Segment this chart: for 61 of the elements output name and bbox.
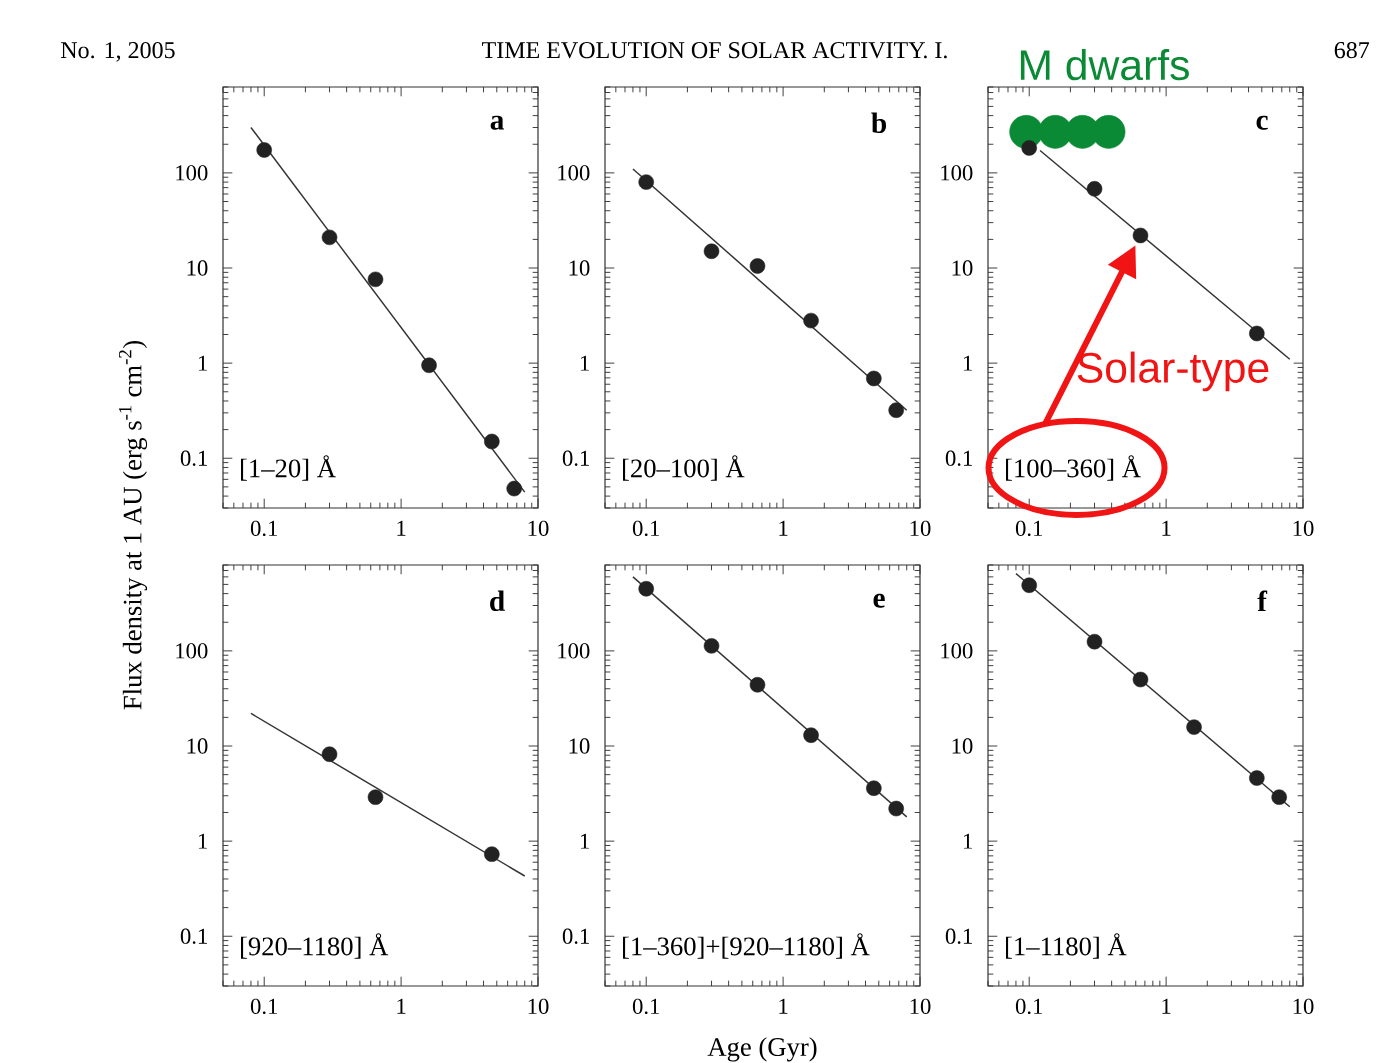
x-tick-label: 0.1 bbox=[1015, 520, 1043, 537]
x-tick-label: 0.1 bbox=[632, 998, 660, 1015]
y-tick-label: 1 bbox=[198, 833, 207, 849]
y-tick-label: 0.1 bbox=[945, 928, 972, 944]
text: e bbox=[873, 593, 885, 608]
y-tick-label: 100 bbox=[176, 643, 208, 659]
series-label: M dwarfs bbox=[1020, 48, 1189, 81]
y-tick-label: 1 bbox=[580, 355, 589, 371]
x-tick-label: 1 bbox=[397, 998, 406, 1014]
text: [1–360]+[920–1180] Å bbox=[623, 933, 870, 959]
y-axis-title: Flux density at 1 AU (erg s$^{-1}$ cm$^{-2}$) bbox=[118, 340, 148, 710]
text: No. 1, 2005 bbox=[60, 42, 175, 62]
text: TIME EVOLUTION OF SOLAR ACTIVITY. I. bbox=[482, 42, 947, 59]
y-tick-label: 0.1 bbox=[180, 928, 207, 944]
x-tick-label: 0.1 bbox=[632, 520, 660, 537]
x-tick-label: 1 bbox=[779, 520, 788, 536]
x-tick-label: 10 bbox=[1293, 998, 1314, 1014]
y-tick-label: 100 bbox=[558, 165, 590, 181]
y-tick-label: 100 bbox=[941, 643, 973, 659]
x-tick-label: 10 bbox=[1293, 520, 1314, 536]
y-tick-label: 1 bbox=[963, 833, 972, 849]
y-tick-label: 10 bbox=[569, 738, 590, 754]
y-tick-label: 100 bbox=[941, 165, 973, 181]
x-tick-label: 1 bbox=[1162, 520, 1171, 536]
y-tick-label: 1 bbox=[963, 355, 972, 371]
text: [1–1180] Å bbox=[1006, 933, 1127, 959]
x-tick-label: 1 bbox=[1162, 998, 1171, 1014]
y-tick-label: 1 bbox=[580, 833, 589, 849]
text: c bbox=[1256, 115, 1268, 130]
y-tick-label: 10 bbox=[952, 738, 973, 754]
x-tick-label: 0.1 bbox=[250, 520, 278, 537]
x-tick-label: 1 bbox=[397, 520, 406, 536]
text: a bbox=[490, 115, 504, 130]
x-tick-label: 1 bbox=[779, 998, 788, 1014]
y-tick-label: 100 bbox=[558, 643, 590, 659]
text: [920–1180] Å bbox=[241, 933, 389, 959]
y-tick-label: 0.1 bbox=[562, 928, 589, 944]
x-axis-title: Age (Gyr) bbox=[707, 1037, 817, 1062]
text: [1–20] Å bbox=[241, 455, 336, 481]
y-tick-label: 0.1 bbox=[562, 450, 589, 466]
x-tick-label: 10 bbox=[910, 998, 931, 1014]
y-tick-label: 0.1 bbox=[945, 450, 972, 466]
text: b bbox=[871, 112, 887, 134]
text: f bbox=[1257, 590, 1268, 612]
annotation: Solar-type bbox=[1077, 351, 1269, 392]
y-tick-label: 10 bbox=[187, 738, 208, 754]
x-tick-label: 10 bbox=[528, 998, 549, 1014]
text: d bbox=[490, 590, 505, 612]
y-tick-label: 10 bbox=[952, 260, 973, 276]
x-tick-label: 0.1 bbox=[250, 998, 278, 1015]
y-tick-label: 0.1 bbox=[180, 450, 207, 466]
y-tick-label: 10 bbox=[569, 260, 590, 276]
text: 687 bbox=[1334, 42, 1370, 59]
y-tick-label: 1 bbox=[198, 355, 207, 371]
x-tick-label: 10 bbox=[910, 520, 931, 536]
text: [20–100] Å bbox=[623, 455, 745, 481]
y-tick-label: 100 bbox=[176, 165, 208, 181]
y-tick-label: 10 bbox=[187, 260, 208, 276]
x-tick-label: 0.1 bbox=[1015, 998, 1043, 1015]
x-tick-label: 10 bbox=[528, 520, 549, 536]
text: [100–360] Å bbox=[1006, 455, 1141, 481]
